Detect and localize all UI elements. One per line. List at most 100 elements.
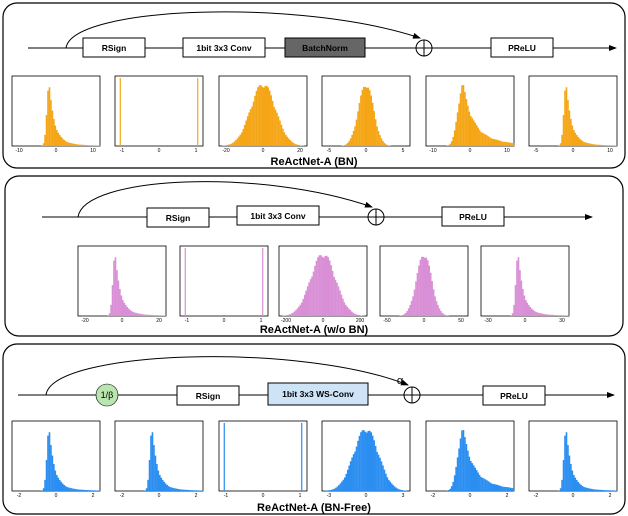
histogram-bar: [169, 487, 171, 491]
histogram-bar: [157, 470, 160, 491]
histogram-bar: [79, 489, 82, 491]
histogram-bar: [42, 143, 45, 146]
histogram-bar: [464, 92, 466, 146]
histogram-bar: [596, 144, 599, 146]
histogram-bar: [474, 467, 477, 491]
histogram-bar: [44, 479, 46, 491]
histogram-bar: [494, 484, 497, 491]
histogram-tick-label: -1: [224, 493, 229, 499]
histogram-bar: [511, 487, 513, 491]
histogram-bar: [301, 302, 303, 316]
histogram-bar: [271, 100, 274, 146]
histogram-bar: [538, 312, 540, 316]
histogram-bar: [160, 315, 162, 316]
histogram-bar: [527, 304, 530, 316]
histogram-bar: [444, 314, 447, 316]
histogram-bar: [497, 140, 500, 146]
histogram-tick-label: 2: [506, 493, 509, 499]
histogram-bar: [590, 143, 593, 146]
histogram-bar: [612, 490, 615, 491]
histogram-bar: [396, 488, 399, 491]
histogram-bar: [230, 143, 233, 146]
histogram-bar: [386, 144, 389, 146]
histogram-bar: [348, 465, 351, 491]
histogram-bar: [497, 485, 500, 491]
histogram-bar: [544, 314, 546, 316]
histogram-bar: [561, 134, 563, 146]
histogram-bar: [560, 315, 562, 316]
panel-bnfree-scale-node: 1/β: [95, 383, 119, 407]
panel-bnfree-frame: [2, 343, 626, 515]
histogram-bar: [360, 432, 362, 491]
histogram-bar: [63, 484, 65, 491]
histogram-bar: [523, 295, 526, 316]
histogram-bar: [257, 87, 259, 146]
histogram-bnfree-1: -2 0 2: [11, 420, 101, 499]
histogram-bar: [605, 490, 607, 491]
histogram-bar: [287, 138, 290, 146]
histogram-bar: [78, 489, 80, 491]
histogram-bar: [289, 140, 292, 146]
histogram-bar: [138, 313, 140, 316]
histogram-bar: [89, 145, 92, 146]
histogram-bar: [176, 488, 179, 491]
histogram-bar: [264, 85, 267, 146]
panel-wobn-adder-icon: [367, 208, 385, 226]
histogram-bar: [303, 294, 306, 316]
histogram-tick-label: 1: [260, 318, 263, 324]
histogram-bar: [567, 445, 569, 491]
panel-bn-block-rsign: RSign: [82, 37, 146, 58]
histogram-bar: [69, 142, 71, 146]
histogram-bar: [586, 142, 588, 146]
histogram-bar: [94, 145, 96, 146]
histogram-bar: [172, 487, 174, 491]
histogram-bar: [66, 487, 68, 491]
histogram-bar: [270, 95, 272, 146]
histogram-tick-label: 5: [402, 148, 405, 154]
histogram-bar: [79, 144, 82, 146]
histogram-bar: [47, 435, 49, 491]
histogram-bar: [142, 314, 145, 316]
histogram-tick-label: 10: [504, 148, 510, 154]
histogram-bar: [489, 137, 491, 146]
histogram-bar: [332, 489, 334, 491]
histogram-bar: [608, 490, 610, 491]
histogram-bar: [156, 463, 158, 491]
histogram-bar: [392, 485, 395, 491]
histogram-bar: [389, 481, 392, 491]
histogram-bar: [608, 145, 610, 146]
histogram-bar: [602, 145, 604, 146]
histogram-bar: [448, 145, 450, 146]
histogram-bar: [371, 102, 374, 146]
histogram-bar: [573, 130, 575, 146]
histogram-bar: [361, 89, 364, 146]
panel-bn-caption: ReActNet-A (BN): [271, 156, 358, 168]
histogram-wobn-4: -50 0 50: [379, 245, 469, 324]
histogram-bar: [154, 455, 157, 491]
histogram-bar: [60, 136, 63, 146]
histogram-bar: [153, 445, 155, 491]
histogram-bar: [160, 477, 163, 491]
histogram-bar: [261, 86, 264, 146]
histogram-bar: [53, 463, 55, 491]
histogram-bar: [449, 143, 452, 146]
histogram-bar: [263, 87, 265, 146]
histogram-bar: [539, 313, 542, 316]
histogram-bar: [363, 86, 365, 146]
histogram-bar: [530, 308, 533, 316]
histogram-bar: [343, 302, 346, 316]
histogram-bar: [194, 490, 196, 491]
histogram-bar: [592, 489, 594, 491]
block-label: 1bit 3x3 Conv: [250, 211, 306, 221]
panel-wobn-block-rsign: RSign: [146, 207, 210, 228]
histogram-bar: [478, 129, 481, 146]
histogram-bar: [349, 310, 352, 316]
histogram-bar: [474, 122, 477, 146]
histogram-bar: [409, 304, 411, 316]
histogram-bar: [45, 115, 48, 146]
histogram-bar: [334, 279, 337, 316]
histogram-bar: [280, 124, 283, 146]
histogram-bar: [83, 144, 86, 146]
histogram-bar: [241, 132, 243, 146]
histogram-bar: [61, 138, 64, 146]
